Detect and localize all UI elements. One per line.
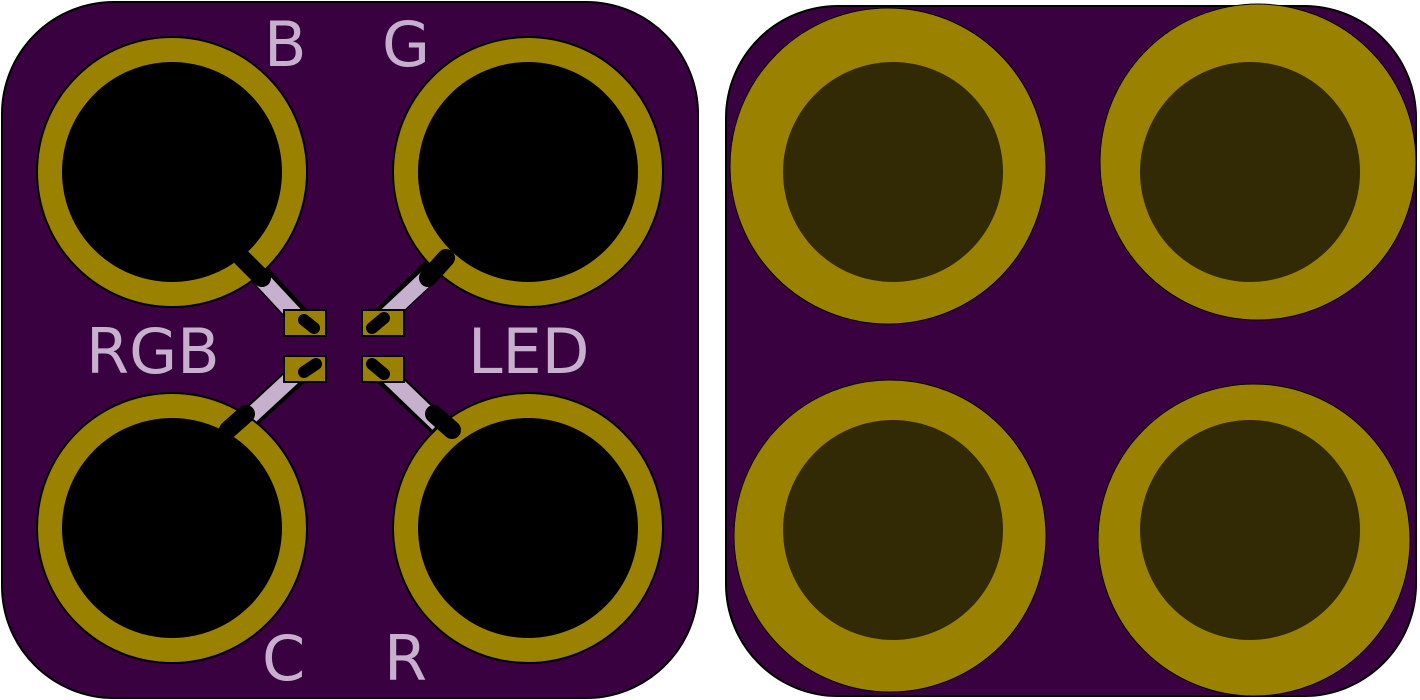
label-b: B <box>264 8 307 81</box>
b-pad <box>36 36 308 308</box>
label-g: G <box>382 8 430 81</box>
bottom-left-pad <box>733 379 1047 693</box>
trace-stubs <box>219 249 461 439</box>
label-led: LED <box>468 315 589 388</box>
label-c: C <box>262 622 305 695</box>
top-right-pad <box>1099 3 1417 321</box>
c-pad <box>36 392 308 664</box>
r-pad <box>392 392 664 664</box>
label-r: R <box>384 622 427 695</box>
smd-pads <box>283 309 405 383</box>
top-left-pad <box>729 7 1047 325</box>
bottom-right-pad <box>1097 383 1411 697</box>
g-pad <box>392 36 664 308</box>
front-board: B G RGB LED C R <box>1 1 699 699</box>
label-rgb: RGB <box>86 315 220 388</box>
back-board <box>725 3 1417 697</box>
